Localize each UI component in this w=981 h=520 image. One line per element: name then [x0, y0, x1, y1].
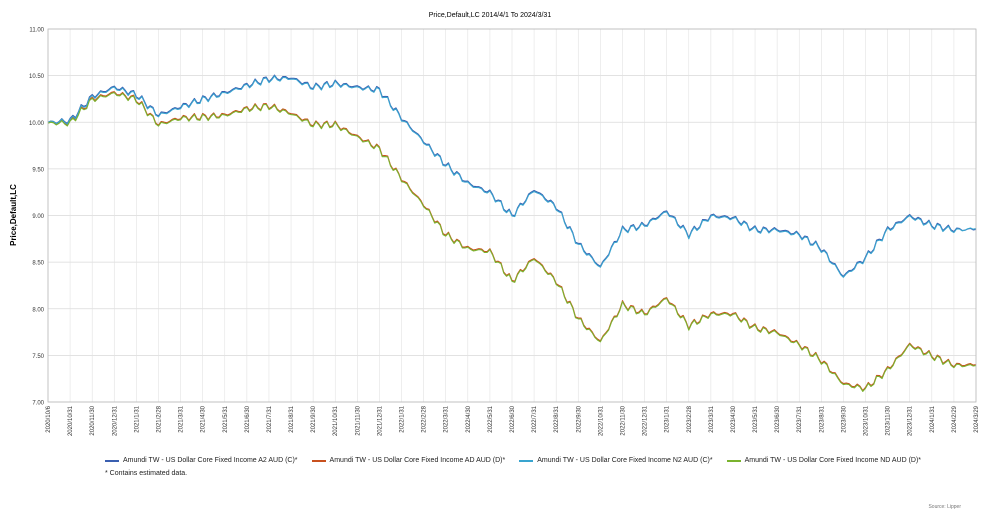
- x-tick-label: 2022/6/30: [510, 405, 516, 432]
- x-tick-label: 2023/11/30: [886, 405, 892, 435]
- x-tick-label: 2022/11/30: [620, 405, 626, 435]
- legend-item-ad: Amundi TW - US Dollar Core Fixed Income …: [311, 457, 506, 464]
- series-line-3: [47, 92, 977, 392]
- legend-item-n2: Amundi TW - US Dollar Core Fixed Income …: [519, 457, 713, 464]
- x-tick-label: 2020/10/31: [68, 405, 74, 436]
- y-tick-label: 9.00: [32, 214, 44, 220]
- legend-label-a2: Amundi TW - US Dollar Core Fixed Income …: [123, 457, 298, 464]
- x-tick-label: 2022/2/28: [422, 405, 428, 432]
- grid: [47, 28, 977, 403]
- x-axis-ticks: 2020/10/6 2020/10/31 2020/11/30 2020/12/31 2…: [46, 405, 980, 436]
- legend-item-a2: Amundi TW - US Dollar Core Fixed Income …: [105, 457, 298, 464]
- y-tick-label: 10.00: [29, 121, 45, 127]
- legend-item-nd: Amundi TW - US Dollar Core Fixed Income …: [726, 457, 922, 464]
- x-tick-label: 2023/1/31: [665, 405, 671, 432]
- legend: Amundi TW - US Dollar Core Fixed Income …: [105, 457, 921, 477]
- legend-label-ad: Amundi TW - US Dollar Core Fixed Income …: [329, 457, 506, 464]
- x-tick-label: 2023/2/28: [687, 405, 693, 432]
- x-tick-label: 2021/2/28: [156, 405, 162, 432]
- x-tick-label: 2021/1/31: [134, 405, 140, 432]
- x-tick-label: 2023/3/31: [709, 405, 715, 432]
- x-tick-label: 2021/6/30: [245, 405, 251, 432]
- x-tick-label: 2022/12/31: [643, 405, 649, 436]
- x-tick-label: 2022/9/30: [576, 405, 582, 432]
- x-tick-label: 2021/12/31: [377, 405, 383, 436]
- legend-swatch-ad: [311, 459, 326, 462]
- x-tick-label: 2021/10/31: [333, 405, 339, 436]
- legend-swatch-a2: [105, 459, 119, 462]
- y-tick-label: 7.00: [32, 401, 44, 407]
- x-tick-label: 2024/2/29: [952, 405, 958, 432]
- series-line-2: [47, 75, 977, 278]
- estimated-data-note: * Contains estimated data.: [105, 470, 188, 477]
- y-tick-label: 9.50: [32, 167, 44, 173]
- y-tick-label: 10.50: [29, 74, 45, 80]
- legend-swatch-n2: [519, 459, 534, 462]
- legend-label-nd: Amundi TW - US Dollar Core Fixed Income …: [744, 457, 922, 464]
- x-tick-label: 2023/6/30: [775, 405, 781, 432]
- x-tick-label: 2022/8/31: [554, 405, 560, 432]
- y-axis-ticks: 11.00 10.50 10.00 9.50 9.00 8.50 8.00 7.50 7.00: [29, 28, 45, 407]
- y-tick-label: 8.50: [32, 261, 44, 267]
- x-tick-label: 2022/5/31: [488, 405, 494, 432]
- x-tick-label: 2024/3/29: [974, 405, 980, 432]
- x-tick-label: 2022/7/31: [532, 405, 538, 432]
- x-tick-label: 2023/5/31: [753, 405, 759, 432]
- x-tick-label: 2023/12/31: [908, 405, 914, 436]
- x-tick-label: 2022/3/31: [444, 405, 450, 432]
- series-lines: [47, 74, 977, 392]
- x-tick-label: 2023/8/31: [819, 405, 825, 432]
- legend-swatch-nd: [726, 459, 741, 462]
- x-tick-label: 2023/4/30: [731, 405, 737, 432]
- x-tick-label: 2021/8/31: [289, 405, 295, 432]
- x-tick-label: 2021/5/31: [223, 405, 229, 432]
- x-tick-label: 2023/10/31: [864, 405, 870, 436]
- x-tick-label: 2021/11/30: [355, 405, 361, 435]
- y-tick-label: 8.00: [32, 307, 44, 313]
- chart-title: Price,Default,LC 2014/4/1 To 2024/3/31: [429, 12, 552, 19]
- x-tick-label: 2021/4/30: [201, 405, 207, 432]
- x-tick-label: 2020/12/31: [112, 405, 118, 436]
- x-tick-label: 2021/7/31: [267, 405, 273, 432]
- x-tick-label: 2023/7/31: [797, 405, 803, 432]
- x-tick-label: 2020/11/30: [90, 405, 96, 435]
- x-tick-label: 2021/9/30: [311, 405, 317, 432]
- x-tick-label: 2023/9/30: [841, 405, 847, 432]
- x-tick-label: 2022/4/30: [466, 405, 472, 432]
- x-tick-label: 2022/1/31: [400, 405, 406, 432]
- legend-label-n2: Amundi TW - US Dollar Core Fixed Income …: [537, 457, 713, 464]
- y-axis-label: Price,Default,LC: [9, 184, 18, 246]
- y-tick-label: 7.50: [32, 354, 44, 360]
- plot-frame: [47, 28, 977, 403]
- x-tick-label: 2024/1/31: [930, 405, 936, 432]
- source-label: Source: Lipper: [928, 504, 961, 510]
- x-tick-label: 2022/10/31: [598, 405, 604, 436]
- x-tick-label: 2021/3/31: [179, 405, 185, 432]
- x-tick-label: 2020/10/6: [46, 405, 52, 432]
- y-tick-label: 11.00: [29, 28, 44, 34]
